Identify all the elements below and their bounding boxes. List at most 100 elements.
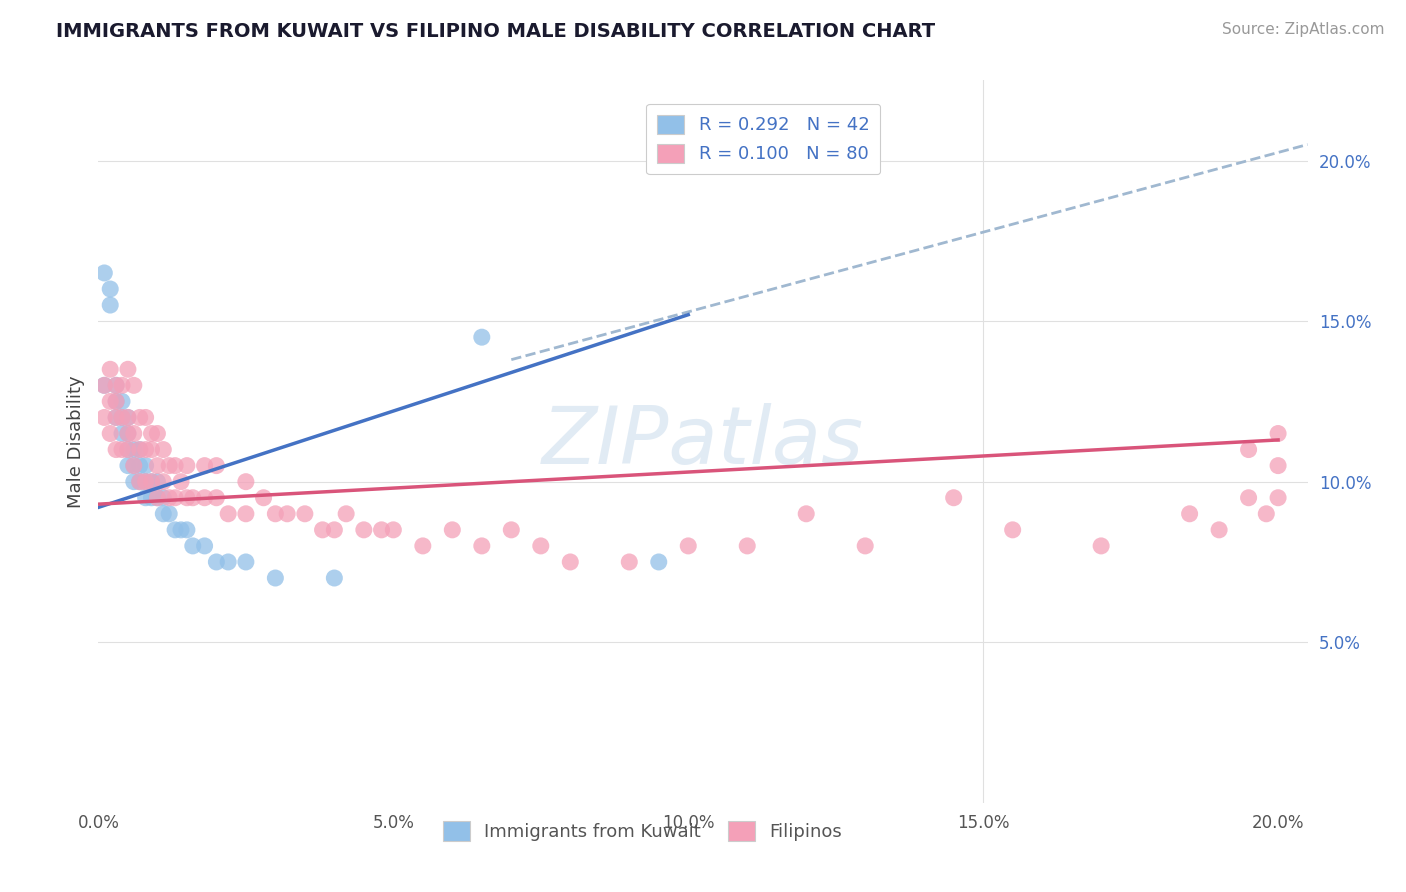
Text: Source: ZipAtlas.com: Source: ZipAtlas.com xyxy=(1222,22,1385,37)
Point xyxy=(264,507,287,521)
Point xyxy=(135,491,157,505)
Point xyxy=(323,523,346,537)
Point xyxy=(181,539,204,553)
Point xyxy=(471,539,494,553)
Point xyxy=(128,475,150,489)
Point xyxy=(1267,491,1289,505)
Point xyxy=(141,491,163,505)
Point xyxy=(111,410,134,425)
Point xyxy=(165,523,187,537)
Point xyxy=(128,458,150,473)
Point xyxy=(853,539,876,553)
Legend: Immigrants from Kuwait, Filipinos: Immigrants from Kuwait, Filipinos xyxy=(436,814,849,848)
Point xyxy=(122,475,145,489)
Point xyxy=(276,507,298,521)
Point xyxy=(157,507,180,521)
Point xyxy=(111,394,134,409)
Point xyxy=(205,458,228,473)
Point xyxy=(105,410,128,425)
Point xyxy=(105,378,128,392)
Point xyxy=(181,491,204,505)
Point xyxy=(105,442,128,457)
Point xyxy=(128,475,150,489)
Point xyxy=(335,507,357,521)
Point xyxy=(128,442,150,457)
Point xyxy=(176,458,198,473)
Point xyxy=(117,362,139,376)
Point xyxy=(117,442,139,457)
Point xyxy=(128,442,150,457)
Point xyxy=(235,507,257,521)
Point xyxy=(157,458,180,473)
Point xyxy=(105,410,128,425)
Point xyxy=(93,266,115,280)
Point xyxy=(619,555,641,569)
Point xyxy=(311,523,333,537)
Point xyxy=(135,410,157,425)
Point xyxy=(146,458,169,473)
Point xyxy=(93,378,115,392)
Point xyxy=(264,571,287,585)
Point xyxy=(111,378,134,392)
Point xyxy=(141,475,163,489)
Point xyxy=(98,426,121,441)
Point xyxy=(98,282,121,296)
Point xyxy=(217,555,239,569)
Point xyxy=(135,475,157,489)
Point xyxy=(194,491,217,505)
Point xyxy=(560,555,582,569)
Point xyxy=(1267,458,1289,473)
Point xyxy=(152,475,174,489)
Point xyxy=(135,458,157,473)
Point xyxy=(111,410,134,425)
Point xyxy=(170,475,193,489)
Point xyxy=(1267,426,1289,441)
Point xyxy=(146,426,169,441)
Point xyxy=(217,507,239,521)
Point xyxy=(117,458,139,473)
Point xyxy=(146,475,169,489)
Point xyxy=(122,426,145,441)
Point xyxy=(165,491,187,505)
Point xyxy=(471,330,494,344)
Point xyxy=(294,507,316,521)
Point xyxy=(353,523,375,537)
Point xyxy=(141,426,163,441)
Point xyxy=(678,539,700,553)
Point xyxy=(128,410,150,425)
Point xyxy=(735,539,758,553)
Point xyxy=(382,523,405,537)
Point xyxy=(146,491,169,505)
Point xyxy=(146,491,169,505)
Point xyxy=(122,378,145,392)
Point xyxy=(1208,523,1230,537)
Point xyxy=(117,442,139,457)
Point xyxy=(194,539,217,553)
Point xyxy=(117,426,139,441)
Point xyxy=(117,410,139,425)
Point xyxy=(501,523,523,537)
Point xyxy=(157,491,180,505)
Point xyxy=(105,394,128,409)
Point xyxy=(122,458,145,473)
Point xyxy=(942,491,965,505)
Point xyxy=(441,523,464,537)
Text: ZIPatlas: ZIPatlas xyxy=(541,402,865,481)
Point xyxy=(105,378,128,392)
Point xyxy=(252,491,274,505)
Point xyxy=(98,298,121,312)
Point xyxy=(105,394,128,409)
Point xyxy=(794,507,817,521)
Point xyxy=(98,394,121,409)
Point xyxy=(530,539,553,553)
Point xyxy=(141,442,163,457)
Point xyxy=(205,555,228,569)
Point xyxy=(117,410,139,425)
Point xyxy=(117,426,139,441)
Point xyxy=(170,523,193,537)
Point xyxy=(93,410,115,425)
Point xyxy=(1237,442,1260,457)
Point xyxy=(141,475,163,489)
Point xyxy=(135,475,157,489)
Point xyxy=(152,442,174,457)
